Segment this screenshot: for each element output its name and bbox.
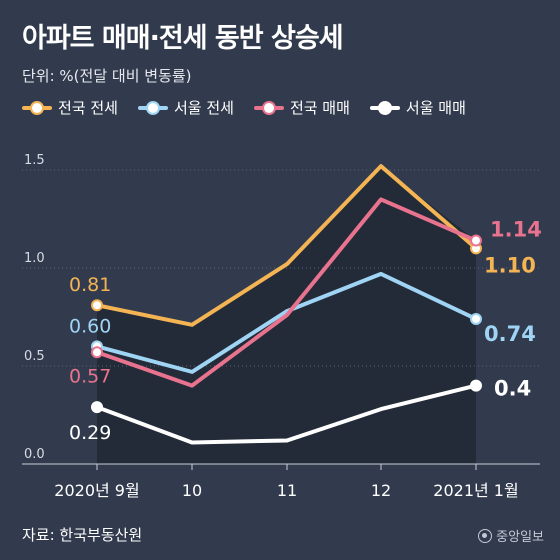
legend-label: 전국 전세 bbox=[58, 99, 118, 117]
unit-label: 단위: %(전달 대비 변동률) bbox=[22, 67, 192, 85]
x-tick-label: 12 bbox=[371, 481, 391, 500]
source-note: 자료: 한국부동산원 bbox=[22, 526, 143, 544]
data-label: 0.81 bbox=[69, 274, 111, 296]
series-line bbox=[95, 271, 478, 374]
legend-swatch-seoul-jeonse bbox=[137, 100, 168, 115]
data-label: 1.14 bbox=[490, 218, 542, 242]
y-tick-label: 0.5 bbox=[24, 349, 45, 364]
data-label: 0.57 bbox=[69, 365, 111, 387]
legend-swatch-seoul-sale bbox=[369, 100, 400, 115]
legend: 전국 전세 서울 전세 전국 매매 서울 매매 bbox=[22, 97, 486, 118]
data-label: 0.4 bbox=[494, 377, 531, 401]
data-point-marker bbox=[470, 379, 482, 392]
data-point-marker bbox=[470, 234, 482, 247]
legend-label: 전국 매매 bbox=[289, 99, 350, 117]
legend-label: 서울 전세 bbox=[173, 99, 234, 117]
series-line bbox=[95, 164, 478, 327]
logo-icon bbox=[478, 528, 493, 543]
y-tick-label: 1.5 bbox=[24, 153, 45, 168]
data-label: 1.10 bbox=[484, 253, 536, 277]
data-label: 0.74 bbox=[484, 322, 536, 346]
legend-swatch-national-jeonse bbox=[22, 100, 52, 115]
line-chart: 0.0 0.5 1.0 1.5 2020년 9월 10 11 12 2021년 1월 0.81 1.… bbox=[22, 153, 542, 500]
publisher-logo: 중앙일보 bbox=[478, 526, 544, 545]
data-point-marker bbox=[91, 346, 103, 359]
x-tick-label: 2021년 1월 bbox=[433, 481, 518, 500]
legend-swatch-national-sale bbox=[253, 100, 284, 115]
y-tick-label: 0.0 bbox=[24, 447, 45, 462]
legend-item-national-sale: 전국 매매 bbox=[253, 97, 350, 118]
series-line bbox=[95, 197, 478, 388]
x-tick-label: 2020년 9월 bbox=[54, 481, 139, 500]
data-point-marker bbox=[91, 299, 103, 312]
x-tick-label: 10 bbox=[182, 481, 202, 500]
legend-item-seoul-sale: 서울 매매 bbox=[369, 97, 466, 118]
data-point-marker bbox=[470, 312, 482, 325]
data-label: 0.29 bbox=[69, 422, 111, 444]
x-tick-label: 11 bbox=[277, 481, 297, 500]
data-point-marker bbox=[91, 401, 103, 414]
legend-label: 서울 매매 bbox=[405, 99, 466, 117]
legend-item-seoul-jeonse: 서울 전세 bbox=[137, 97, 234, 118]
chart-title: 아파트 매매·전세 동반 상승세 bbox=[22, 23, 344, 54]
y-tick-label: 1.0 bbox=[24, 251, 45, 266]
legend-item-national-jeonse: 전국 전세 bbox=[22, 97, 118, 118]
series-line bbox=[95, 383, 478, 445]
data-label: 0.60 bbox=[69, 315, 111, 337]
logo-text: 중앙일보 bbox=[496, 530, 544, 545]
